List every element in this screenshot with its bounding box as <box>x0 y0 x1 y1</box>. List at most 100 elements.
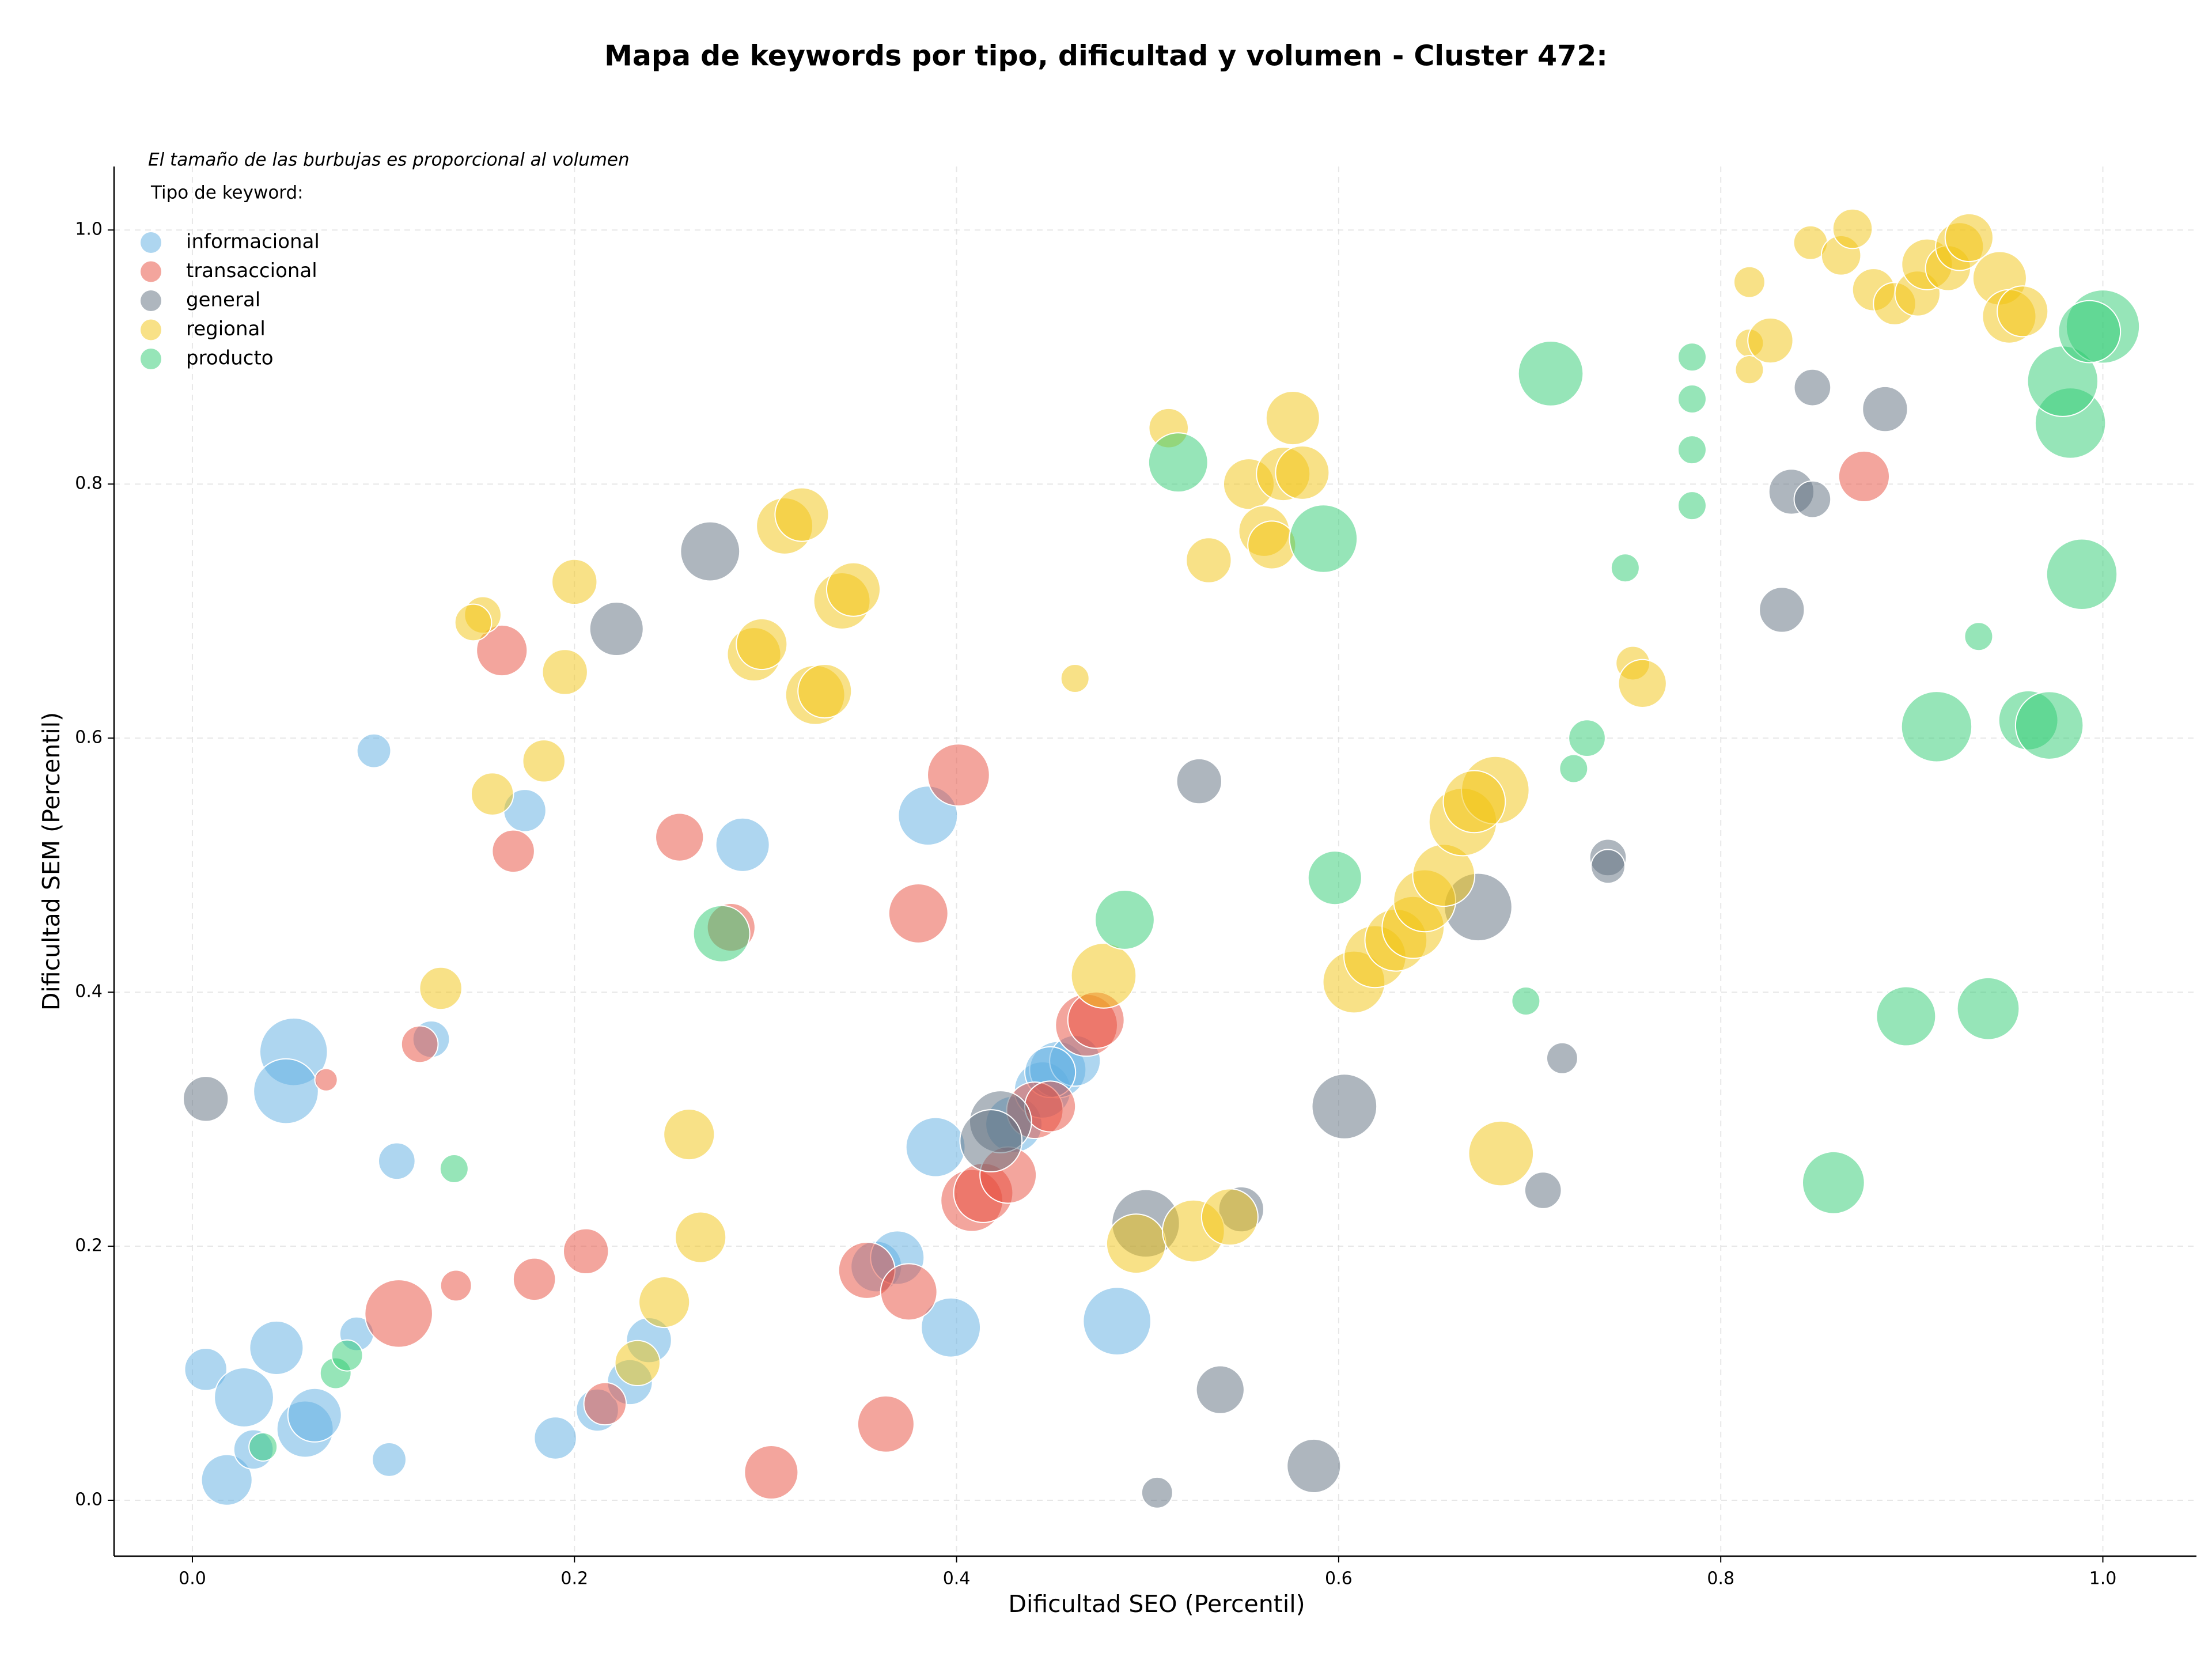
bubble <box>857 1395 915 1453</box>
legend-label: informacional <box>186 230 320 253</box>
bubble <box>248 1432 278 1462</box>
bubble <box>905 1117 966 1178</box>
bubble <box>1176 758 1222 805</box>
bubble <box>184 1348 228 1391</box>
bubble <box>214 1367 274 1428</box>
bubble <box>287 1387 342 1443</box>
bubble <box>470 772 514 816</box>
bubble <box>400 1025 439 1064</box>
bubble <box>183 1076 229 1122</box>
bubble <box>692 905 751 963</box>
bubble <box>1793 368 1832 407</box>
bubble <box>1801 1151 1865 1214</box>
x-tick-label: 0.0 <box>179 1569 206 1589</box>
bubble <box>1747 317 1794 364</box>
y-tick-label: 0.8 <box>75 474 103 494</box>
bubble <box>1468 1120 1535 1187</box>
x-axis-label: Dificultad SEO (Percentil) <box>1008 1590 1305 1618</box>
bubble <box>1141 1476 1173 1509</box>
bubble <box>921 1297 982 1358</box>
bubble <box>1964 622 1994 652</box>
bubble <box>583 1382 627 1426</box>
bubble <box>541 649 588 695</box>
legend-label: regional <box>186 317 266 340</box>
bubble <box>680 521 741 582</box>
y-tick-label: 0.2 <box>75 1236 103 1256</box>
bubble <box>1997 285 2049 338</box>
bubbles <box>183 208 2141 1509</box>
bubble <box>372 1442 407 1477</box>
bubble <box>253 1058 319 1125</box>
bubble <box>1610 553 1640 583</box>
legend-label: producto <box>186 347 274 370</box>
bubble <box>1511 986 1541 1016</box>
bubble <box>1307 850 1362 906</box>
bubble <box>797 664 853 719</box>
bubble <box>440 1269 472 1302</box>
bubble <box>1734 355 1764 385</box>
legend-marker <box>141 349 161 369</box>
bubble <box>1876 986 1937 1047</box>
bubble <box>476 624 528 677</box>
bubble <box>419 966 463 1011</box>
bubble <box>1618 659 1667 708</box>
bubble <box>2014 691 2084 760</box>
bubble <box>1442 770 1506 834</box>
bubble <box>1517 340 1584 407</box>
bubble <box>2046 538 2118 610</box>
bubble <box>1524 1171 1562 1209</box>
y-tick-label: 0.6 <box>75 728 103 748</box>
bubble <box>744 1444 799 1500</box>
bubble <box>1147 432 1209 493</box>
bubble <box>1247 520 1297 570</box>
grid <box>114 167 2196 1556</box>
legend-title: Tipo de keyword: <box>150 183 304 203</box>
bubble <box>655 812 704 862</box>
bubble <box>927 743 990 807</box>
y-axis-label: Dificultad SEM (Percentil) <box>37 712 65 1011</box>
y-tick-label: 0.0 <box>75 1489 103 1509</box>
annotation: El tamaño de las burbujas es proporciona… <box>148 150 630 171</box>
bubble <box>959 1109 1023 1172</box>
chart-title: Mapa de keywords por tipo, dificultad y … <box>604 40 1608 73</box>
bubble <box>1677 491 1707 521</box>
bubble <box>562 1228 609 1275</box>
bubble <box>1677 384 1707 414</box>
bubble <box>1200 1188 1259 1246</box>
legend: El tamaño de las burbujas es proporciona… <box>141 150 630 370</box>
bubble <box>1286 1438 1342 1493</box>
bubble <box>1944 213 1994 263</box>
bubble <box>1568 719 1606 757</box>
bubble <box>1082 1287 1152 1356</box>
bubble <box>1956 977 2020 1041</box>
bubble <box>364 1279 433 1348</box>
legend-label: transaccional <box>186 259 317 282</box>
bubble <box>1060 664 1090 694</box>
bubble <box>378 1142 416 1181</box>
bubble <box>1677 342 1707 372</box>
bubble <box>200 1454 253 1506</box>
bubble <box>1559 754 1589 784</box>
bubble <box>1733 266 1766 298</box>
bubble <box>439 1154 469 1184</box>
bubble <box>589 601 644 657</box>
bubble <box>1024 1080 1077 1133</box>
bubble <box>1070 943 1137 1009</box>
bubble <box>1793 480 1832 519</box>
bubble <box>1832 208 1873 249</box>
bubble <box>614 1340 661 1387</box>
bubble <box>638 1276 691 1329</box>
bubble <box>663 1108 715 1161</box>
bubble <box>825 562 881 617</box>
bubble <box>491 829 535 873</box>
bubble <box>249 1320 304 1375</box>
bubble <box>1838 450 1891 503</box>
legend-label: general <box>186 289 260 312</box>
bubble <box>1590 849 1626 884</box>
bubble <box>1275 445 1330 500</box>
bubble <box>1265 391 1320 446</box>
x-tick-label: 0.8 <box>1707 1569 1734 1589</box>
bubble <box>1900 691 1973 763</box>
bubble <box>880 1263 938 1321</box>
